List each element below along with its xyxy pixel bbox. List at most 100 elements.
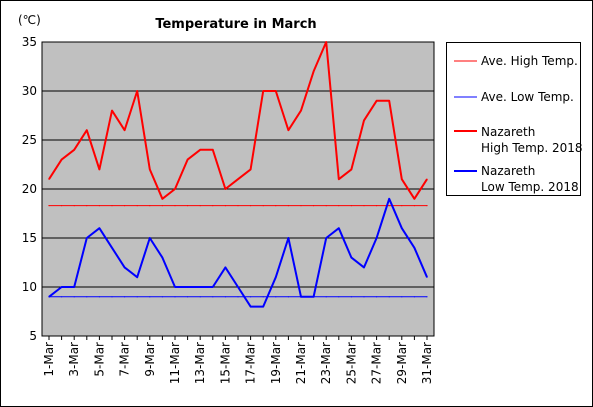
- x-tick-label: 31-Mar: [420, 342, 434, 384]
- y-axis: 5 10 15 20 25 30 35: [22, 35, 37, 343]
- data-point: [401, 205, 403, 207]
- x-tick-label: 7-Mar: [118, 342, 132, 377]
- chart-title: Temperature in March: [155, 17, 316, 32]
- data-point: [300, 205, 302, 207]
- data-point: [350, 296, 352, 298]
- x-tick-label: 13-Mar: [193, 342, 207, 384]
- data-point: [98, 205, 100, 207]
- legend-label: Low Temp. 2018: [481, 180, 579, 194]
- data-point: [199, 149, 201, 151]
- data-point: [212, 149, 214, 151]
- data-point: [199, 296, 201, 298]
- data-point: [413, 205, 415, 207]
- data-point: [338, 227, 340, 229]
- x-tick-label: 11-Mar: [168, 342, 182, 384]
- data-point: [224, 296, 226, 298]
- data-point: [287, 205, 289, 207]
- data-point: [388, 205, 390, 207]
- data-point: [111, 110, 113, 112]
- data-point: [388, 296, 390, 298]
- data-point: [212, 205, 214, 207]
- x-tick-label: 21-Mar: [294, 342, 308, 384]
- data-point: [413, 198, 415, 200]
- y-tick-label: 15: [22, 231, 37, 245]
- data-point: [262, 306, 264, 308]
- data-point: [363, 119, 365, 121]
- data-point: [98, 168, 100, 170]
- y-tick-label: 20: [22, 182, 37, 196]
- data-point: [149, 205, 151, 207]
- x-tick-label: 23-Mar: [319, 342, 333, 384]
- series-nazareth-high-temp-2018: [48, 41, 428, 200]
- x-tick-label: 25-Mar: [344, 342, 358, 384]
- data-point: [48, 296, 50, 298]
- data-point: [136, 276, 138, 278]
- data-point: [237, 205, 239, 207]
- data-point: [250, 296, 252, 298]
- y-tick-label: 30: [22, 84, 37, 98]
- data-point: [426, 205, 428, 207]
- data-point: [275, 90, 277, 92]
- data-point: [376, 205, 378, 207]
- data-point: [224, 205, 226, 207]
- data-point: [250, 205, 252, 207]
- data-point: [61, 205, 63, 207]
- data-point: [300, 296, 302, 298]
- series-ave-high-temp: [48, 205, 428, 207]
- data-point: [136, 205, 138, 207]
- data-point: [111, 247, 113, 249]
- data-point: [199, 205, 201, 207]
- data-point: [187, 159, 189, 161]
- data-point: [212, 296, 214, 298]
- data-point: [338, 296, 340, 298]
- data-point: [413, 247, 415, 249]
- data-point: [224, 188, 226, 190]
- data-point: [350, 168, 352, 170]
- x-tick-label: 3-Mar: [67, 342, 81, 377]
- legend-label: Ave. Low Temp.: [481, 90, 574, 104]
- data-point: [325, 205, 327, 207]
- data-point: [250, 306, 252, 308]
- data-point: [338, 205, 340, 207]
- data-point: [174, 205, 176, 207]
- data-point: [262, 205, 264, 207]
- data-point: [413, 296, 415, 298]
- data-point: [401, 296, 403, 298]
- y-tick-label: 5: [29, 329, 37, 343]
- data-point: [287, 296, 289, 298]
- data-point: [161, 205, 163, 207]
- data-point: [237, 286, 239, 288]
- data-point: [61, 286, 63, 288]
- data-point: [199, 286, 201, 288]
- data-point: [111, 296, 113, 298]
- data-point: [73, 296, 75, 298]
- data-point: [174, 286, 176, 288]
- gridlines: [42, 90, 434, 288]
- data-point: [401, 227, 403, 229]
- series-nazareth-low-temp-2018: [48, 197, 428, 308]
- data-point: [275, 276, 277, 278]
- data-point: [136, 296, 138, 298]
- data-point: [149, 237, 151, 239]
- data-point: [350, 257, 352, 259]
- data-point: [325, 41, 327, 43]
- data-point: [376, 296, 378, 298]
- legend-item-nazareth-low-temp-2018: Nazareth Low Temp. 2018: [454, 164, 579, 194]
- data-point: [187, 286, 189, 288]
- data-point: [363, 266, 365, 268]
- x-tick-label: 19-Mar: [269, 342, 283, 384]
- data-point: [161, 257, 163, 259]
- data-point: [187, 296, 189, 298]
- x-axis: 1-Mar 3-Mar 5-Mar 7-Mar 9-Mar 11-Mar 13-Mar 15-…: [42, 336, 434, 384]
- data-point: [224, 266, 226, 268]
- data-point: [48, 178, 50, 180]
- data-point: [300, 110, 302, 112]
- data-point: [149, 296, 151, 298]
- data-point: [161, 198, 163, 200]
- data-point: [388, 198, 390, 200]
- x-tick-label: 17-Mar: [244, 342, 258, 384]
- data-point: [149, 168, 151, 170]
- data-point: [98, 296, 100, 298]
